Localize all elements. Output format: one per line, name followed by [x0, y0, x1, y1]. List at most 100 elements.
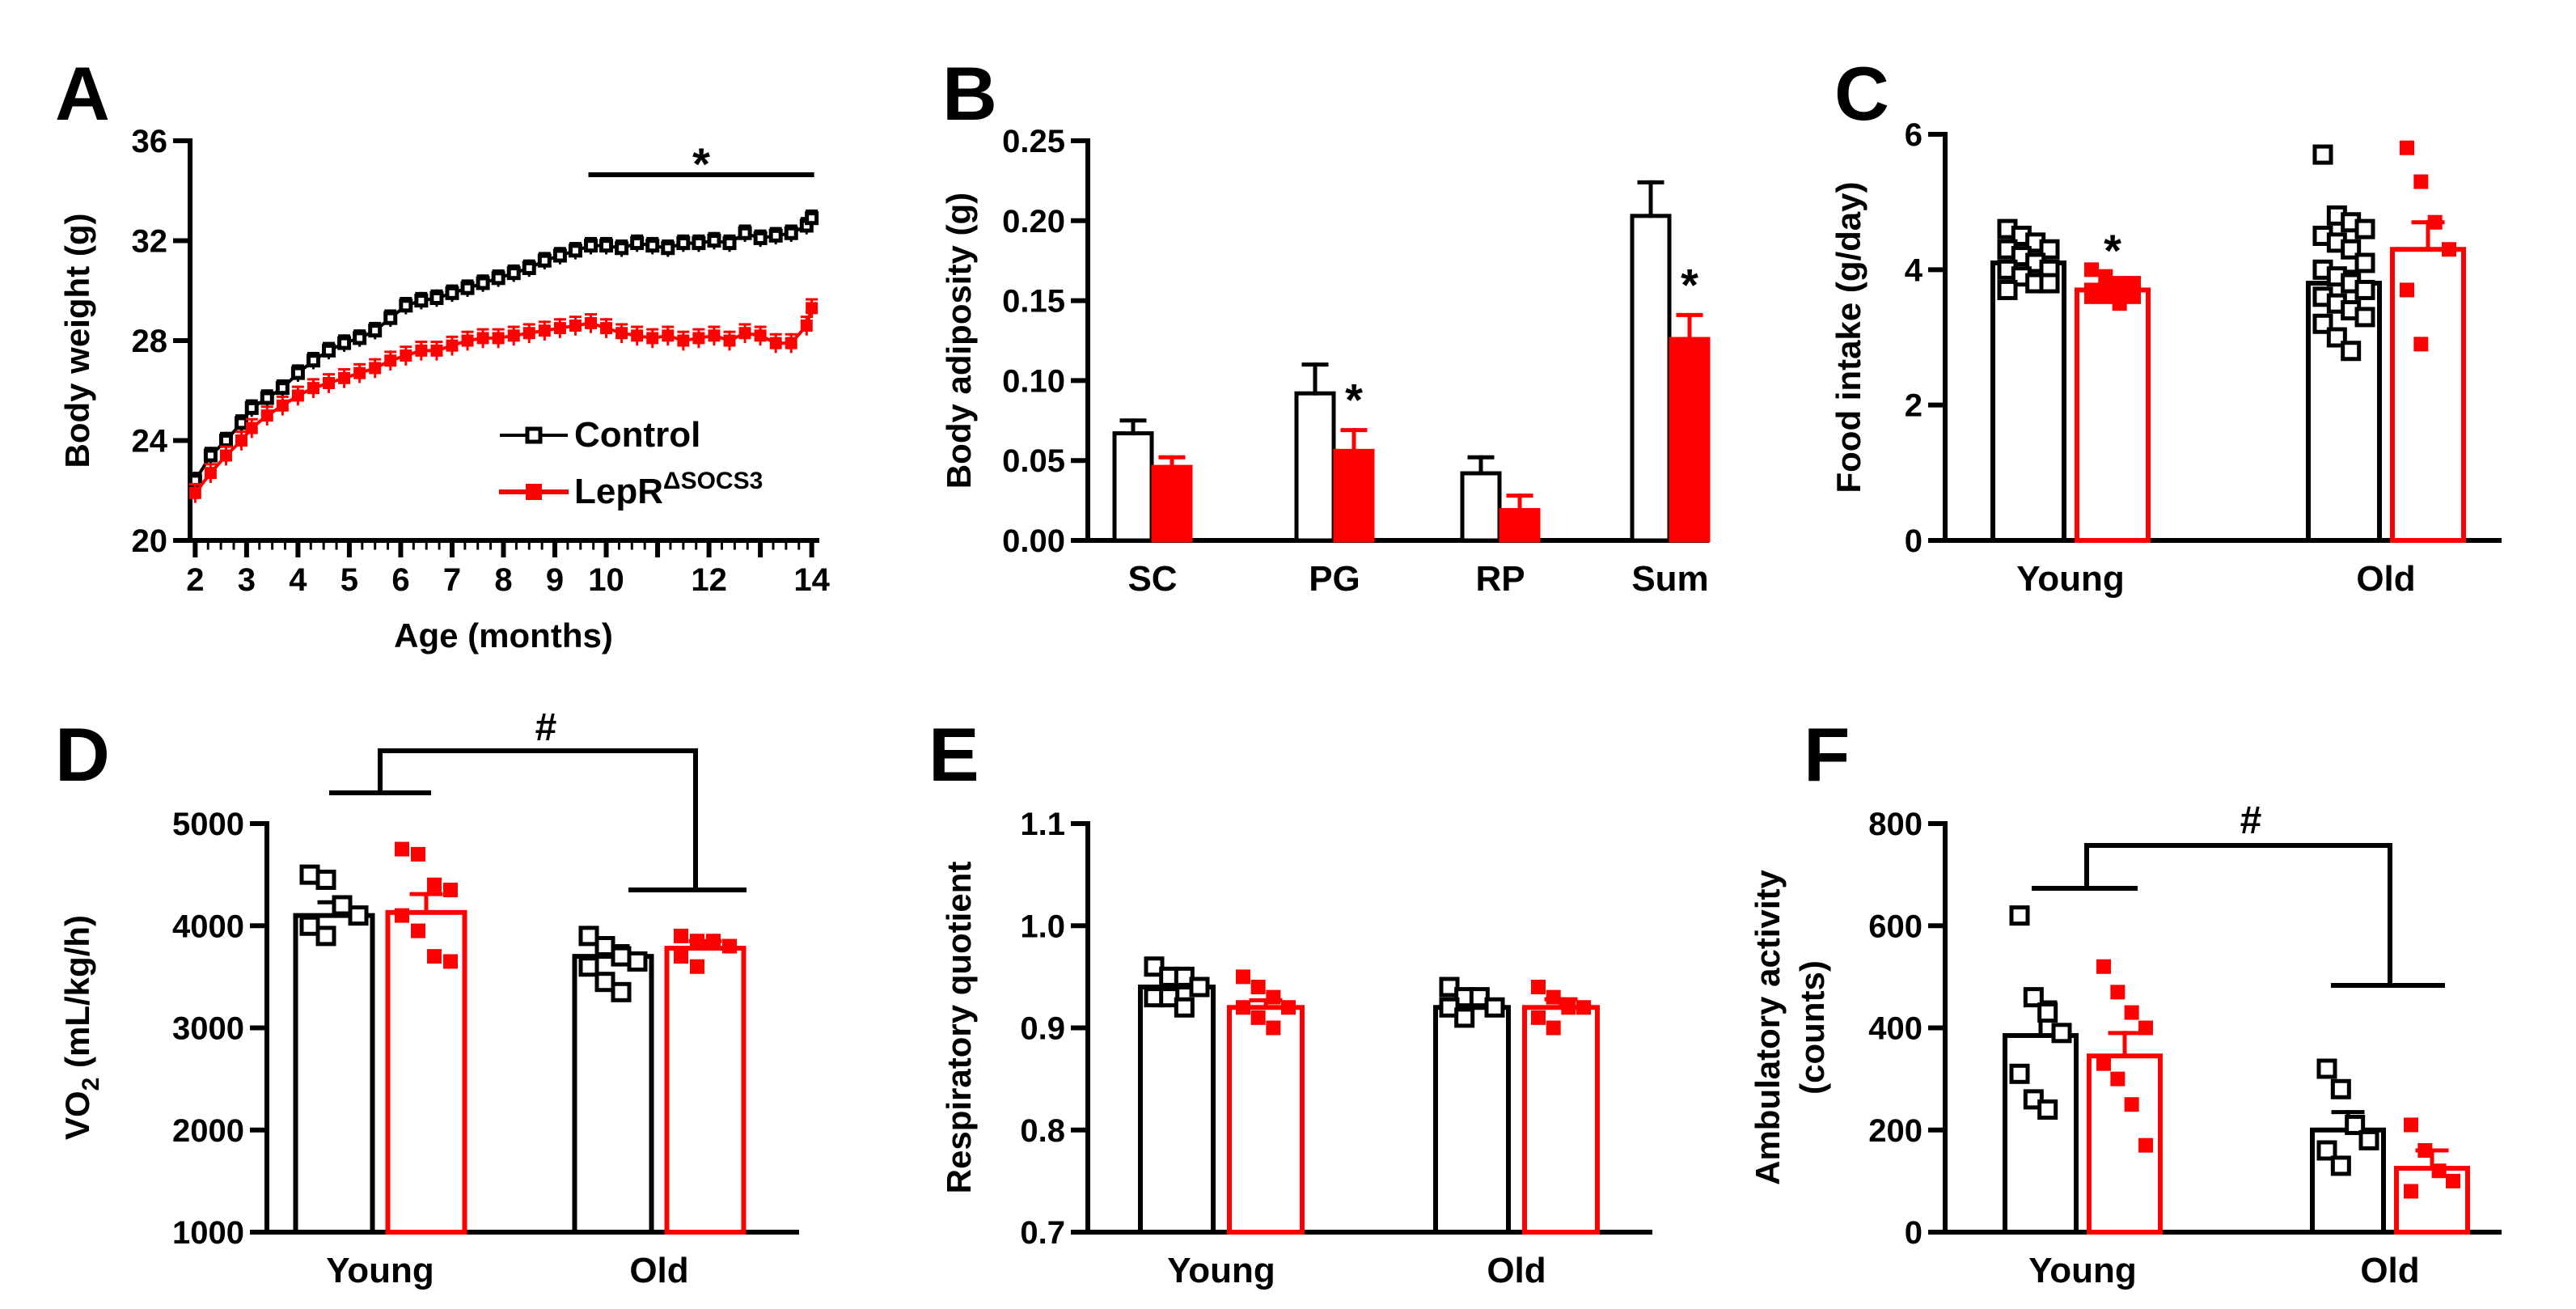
a-data-point [600, 322, 613, 335]
e-bar [1138, 985, 1216, 1235]
b-bar [1151, 464, 1193, 543]
a-data-point [553, 322, 566, 335]
d-data-point [299, 864, 320, 885]
a-x-tick-label: 10 [588, 562, 624, 598]
a-data-point [522, 327, 535, 340]
e-data-point [1546, 1020, 1561, 1036]
a-x-title: Age (months) [394, 616, 613, 654]
f-data-point [2009, 1063, 2030, 1084]
a-data-point [630, 236, 645, 251]
b-sig-star: * [1681, 259, 1698, 310]
d-data-point [443, 954, 458, 969]
c-bar [2075, 287, 2151, 543]
b-category-label: SC [1127, 559, 1177, 599]
f-data-point [2037, 1002, 2058, 1023]
d-data-point [315, 869, 336, 890]
a-data-point [583, 239, 598, 253]
a-data-point [768, 228, 783, 243]
c-category-label: Young [2016, 559, 2125, 599]
a-data-point [244, 400, 259, 415]
e-data-point [1531, 980, 1546, 994]
a-x-tick-label: 2 [186, 562, 204, 598]
a-data-point [307, 382, 319, 395]
a-data-point [260, 391, 274, 405]
a-y-tick-label: 20 [132, 523, 168, 559]
c-data-point [2098, 289, 2113, 304]
d-data-point [722, 938, 737, 954]
a-data-point [204, 467, 217, 480]
legend-mutant-label: LepRΔSOCS3 [574, 468, 763, 511]
a-data-point [676, 236, 691, 251]
c-y-tick-label: 2 [1905, 388, 1922, 424]
f-data-point [2138, 1020, 2153, 1036]
a-x-tick-label: 3 [238, 562, 256, 598]
a-data-point [662, 329, 675, 342]
e-data-point [1439, 976, 1460, 998]
a-sig-star: * [692, 138, 710, 189]
a-data-point [368, 324, 383, 338]
d-data-point [411, 923, 425, 938]
a-x-tick-label: 5 [341, 562, 358, 598]
a-data-point [492, 332, 505, 345]
d-data-point [690, 934, 704, 949]
a-series-line [193, 217, 814, 481]
e-data-point [1236, 969, 1250, 985]
legend-control-marker [525, 426, 543, 444]
panel-label: F [1804, 712, 1850, 797]
a-x-tick-label: 4 [289, 562, 307, 598]
a-data-point [353, 331, 367, 345]
a-data-point [754, 329, 767, 342]
a-data-point [291, 389, 304, 402]
a-data-point [615, 327, 628, 340]
panel-label: B [942, 51, 997, 136]
f-data-point [2051, 1023, 2072, 1044]
a-x-tick-label: 8 [494, 562, 512, 598]
a-data-point [446, 339, 459, 352]
a-y-tick-label: 32 [132, 224, 168, 260]
d-data-point [427, 949, 442, 964]
a-data-point [306, 354, 320, 368]
a-data-point [506, 266, 521, 281]
f-data-point [2037, 1099, 2058, 1120]
e-data-point [1469, 987, 1490, 1008]
c-data-point [1997, 279, 2018, 300]
a-data-point [445, 286, 459, 300]
f-y-tick-label: 400 [1868, 1011, 1922, 1047]
c-bar [1990, 260, 2066, 543]
c-data-point [2354, 252, 2375, 273]
a-x-tick-label: 9 [546, 562, 564, 598]
b-bar [1669, 337, 1711, 543]
b-y-tick-label: 0.00 [1002, 523, 1065, 559]
a-data-point [476, 332, 489, 345]
d-y-tick-label: 2000 [172, 1113, 244, 1149]
f-category-label: Young [2028, 1251, 2137, 1290]
b-bar [1333, 448, 1375, 543]
a-data-point [461, 334, 474, 347]
d-sig-hash: # [535, 706, 557, 749]
f-y-tick-label: 0 [1905, 1215, 1922, 1251]
c-data-point [2400, 140, 2414, 155]
d-y-tick-label: 1000 [172, 1215, 244, 1251]
a-data-point [692, 332, 705, 345]
e-y-tick-label: 0.8 [1020, 1113, 1065, 1149]
e-data-point [1174, 997, 1195, 1018]
a-data-point [353, 366, 366, 379]
f-data-point [2431, 1163, 2447, 1179]
d-data-point [427, 877, 442, 892]
c-data-point [2354, 279, 2375, 300]
a-data-point [722, 236, 737, 251]
a-y-tick-label: 24 [132, 424, 168, 460]
a-data-point [337, 336, 352, 350]
c-data-point [2442, 242, 2456, 257]
f-category-label: Old [2360, 1251, 2419, 1290]
panel-f: F 0 200 400 600 800 Young Old Ambulatory activit… [1749, 712, 2502, 1290]
b-y-tick-label: 0.10 [1002, 363, 1065, 399]
f-data-point [2096, 1056, 2111, 1071]
c-data-point [2413, 337, 2429, 352]
e-data-point [1174, 966, 1195, 987]
a-data-point [322, 343, 336, 358]
e-data-point [1266, 989, 1281, 1005]
a-data-point [290, 366, 305, 380]
b-y-tick-label: 0.25 [1002, 124, 1065, 159]
a-data-point [615, 241, 629, 256]
